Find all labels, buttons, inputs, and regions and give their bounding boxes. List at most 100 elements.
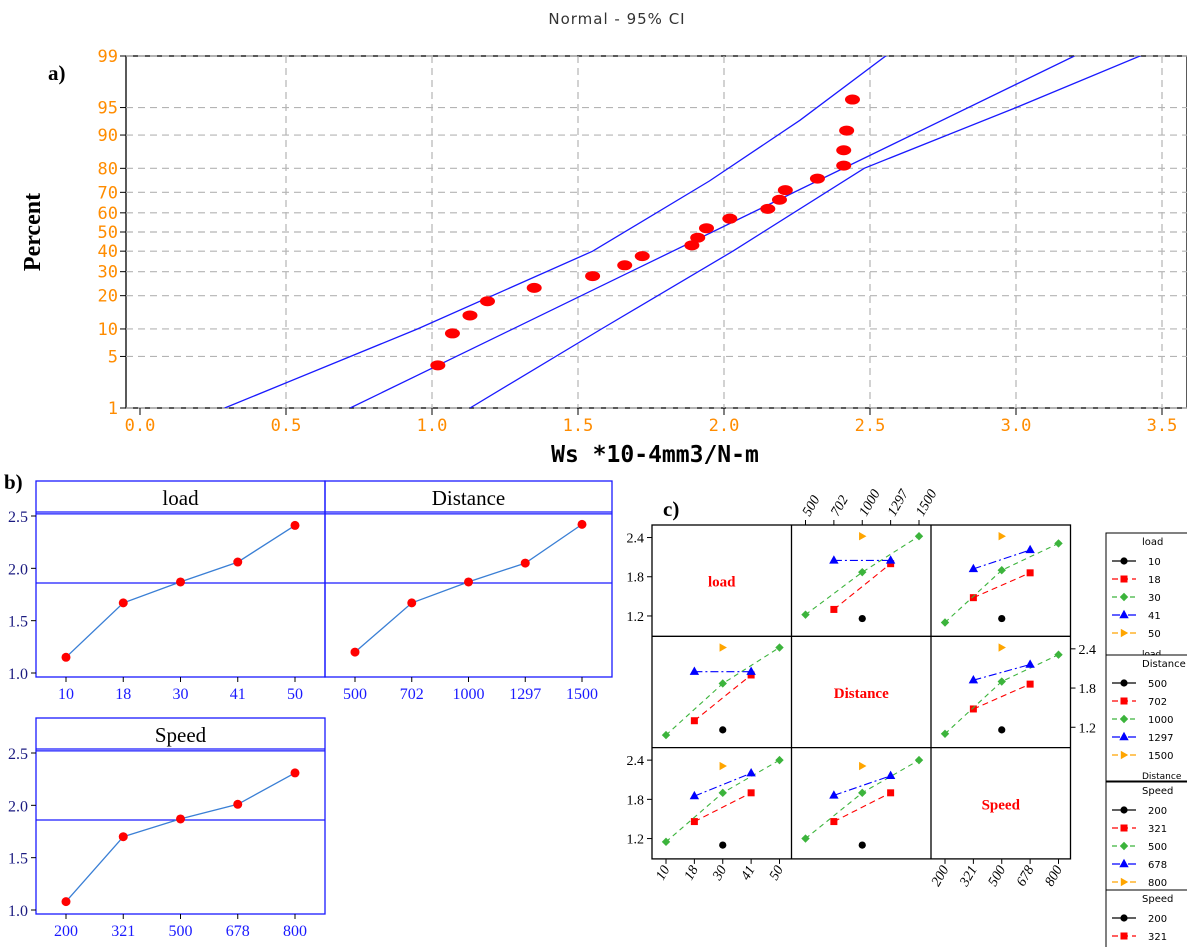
panel-a-y-tick-label: 99	[98, 47, 118, 67]
panel-b-effect-point	[290, 768, 300, 778]
panel-c-top-tick-label: 1500	[913, 487, 940, 519]
panel-b-label: b)	[4, 470, 23, 494]
panel-c-marker-diamond	[1119, 841, 1129, 851]
panel-c-legend-entry: 500	[1148, 679, 1167, 690]
panel-b-y-tick-label: 2.5	[8, 509, 28, 526]
panel-c-legend-entry: 10	[1148, 557, 1161, 568]
panel-c-marker-square	[969, 594, 977, 602]
panel-c-marker-triangle	[1119, 609, 1129, 619]
panel-b-subplot-load: load 1.0 1.5 2.0 2.5 10 18 30 41 50	[8, 480, 326, 703]
panel-c-marker-diamond	[1054, 539, 1063, 548]
panel-c-marker-triangle-right	[859, 532, 867, 541]
panel-c-legend-entry: 500	[1148, 842, 1167, 853]
panel-a-data-point	[479, 296, 495, 307]
panel-b-x-tick-label: 678	[226, 923, 250, 940]
panel-b-x-tick-label: 1297	[509, 686, 541, 703]
panel-c-marker-circle	[1120, 557, 1128, 565]
panel-c-marker-triangle-right	[719, 643, 727, 652]
panel-c-diag-label-load: load	[708, 575, 736, 591]
panel-b-main-effects: b) load 1.0 1.5 2.0 2.5 10 18 30 41 50 Distance 500…	[4, 470, 613, 940]
panel-a-fit-line	[349, 56, 1075, 408]
panel-b-x-tick-label: 200	[54, 923, 78, 940]
panel-c-bottom-tick-label: 500	[986, 863, 1009, 889]
panel-c-marker-diamond	[661, 730, 671, 740]
panel-a-data-point	[690, 232, 706, 243]
panel-a-y-tick-label: 60	[98, 204, 118, 224]
panel-c-bottom-tick-label: 50	[767, 863, 787, 883]
panel-a-data-point	[617, 260, 633, 271]
panel-c-marker-triangle	[829, 790, 839, 799]
panel-b-effect-point	[407, 598, 417, 608]
panel-c-marker-triangle-right	[1120, 877, 1129, 887]
panel-c-marker-diamond	[940, 729, 950, 738]
panel-c-marker-square	[1120, 932, 1128, 940]
panel-b-effect-line	[65, 772, 296, 903]
panel-c-marker-circle	[998, 614, 1006, 623]
panel-c-marker-diamond	[997, 566, 1006, 575]
panel-c-series-line	[665, 647, 780, 736]
panel-a-data-point	[684, 240, 700, 251]
panel-c-marker-square	[969, 705, 977, 713]
panel-a-y-tick-label: 40	[98, 242, 118, 262]
panel-b-x-tick-label: 10	[58, 686, 74, 703]
panel-c-marker-triangle	[689, 790, 700, 800]
panel-c-legend-entry: 41	[1148, 611, 1161, 622]
panel-c-legend-entry: 18	[1148, 575, 1161, 586]
panel-c-series-line	[694, 674, 752, 722]
panel-b-effect-line	[65, 524, 296, 658]
panel-c-marker-diamond	[775, 643, 784, 652]
panel-c-series-line	[833, 792, 891, 823]
panel-b-x-tick-label: 500	[169, 923, 193, 940]
panel-c-marker-diamond	[858, 567, 867, 577]
panel-c-marker-triangle	[885, 555, 896, 564]
panel-a-y-tick-label: 5	[108, 347, 118, 367]
panel-a-data-point	[839, 125, 855, 136]
panel-c-series-line	[944, 542, 1059, 623]
panel-c-series-line	[973, 549, 1031, 570]
panel-c-marker-circle	[858, 614, 866, 623]
panel-b-y-tick-label: 1.5	[8, 614, 28, 631]
panel-a-y-tick-label: 50	[98, 223, 118, 243]
panel-c-marker-square	[1120, 575, 1128, 583]
panel-c-y-tick-label: 1.8	[627, 793, 645, 808]
panel-b-x-tick-label: 1000	[453, 686, 485, 703]
panel-c-legend-entry: 1297	[1148, 733, 1173, 744]
panel-c-legend-box	[1105, 654, 1187, 782]
panel-c-marker-diamond	[801, 834, 810, 843]
panel-c-marker-diamond	[1054, 650, 1063, 659]
panel-c-y-tick-label: 1.2	[1079, 721, 1097, 736]
panel-a-title: Normal - 95% CI	[548, 10, 685, 28]
panel-c-series-line	[833, 563, 891, 610]
panel-b-y-tick-label: 1.5	[8, 851, 28, 868]
panel-c-marker-square	[830, 818, 838, 826]
panel-c-marker-square	[690, 818, 698, 826]
panel-b-y-tick-label: 2.0	[8, 798, 28, 815]
panel-a-x-tick-label: 1.0	[417, 416, 448, 436]
panel-b-effect-point	[520, 558, 530, 568]
panel-c-bottom-tick-label: 30	[710, 863, 730, 883]
panel-c-legend-title: load	[1142, 537, 1163, 548]
panel-c-marker-diamond	[718, 788, 727, 798]
panel-a-y-tick-label: 10	[98, 320, 118, 340]
panel-a-data-point	[777, 185, 793, 196]
panel-b-effect-point	[176, 577, 185, 587]
panel-b-effect-point	[350, 647, 360, 657]
panel-c-legend-entry: 702	[1148, 697, 1167, 708]
panel-a-x-tick-label: 2.5	[855, 416, 886, 436]
panel-c-marker-triangle-right	[998, 532, 1006, 541]
panel-b-x-tick-label: 321	[111, 923, 135, 940]
panel-c-legend-entry: 50	[1148, 629, 1161, 640]
panel-c-marker-diamond	[940, 618, 950, 627]
panel-c-marker-square	[830, 605, 838, 613]
panel-a-label: a)	[48, 61, 66, 85]
panel-c-cell-r0-c1	[801, 532, 924, 623]
panel-a-data-point	[844, 94, 860, 105]
panel-c-series-line	[973, 663, 1031, 681]
panel-c-top-tick-label: 1000	[857, 487, 884, 519]
panel-b-subplot-distance: Distance 500 702 1000 1297 1500	[324, 480, 613, 703]
panel-c-marker-diamond	[1119, 714, 1129, 724]
panel-c-top-tick-label: 1297	[885, 486, 912, 519]
panel-c-series-line	[694, 792, 752, 823]
panel-c-marker-diamond	[858, 788, 867, 798]
